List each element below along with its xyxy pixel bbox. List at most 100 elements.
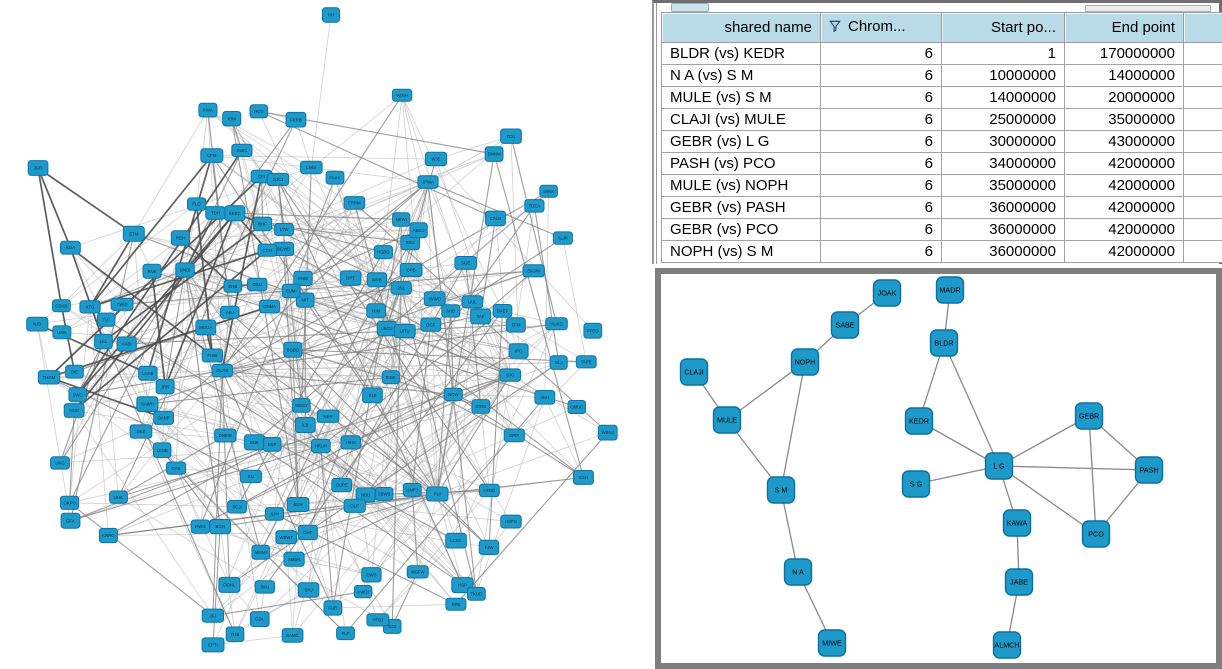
network-node[interactable]: OKPU [60,495,80,510]
subnetwork-canvas[interactable]: JOAK MADR SABE BLDR NOPH CLAJI MULE KEDR GEBR L G… [661,274,1214,661]
subnetwork-node-joak[interactable]: JOAK [872,279,902,307]
subnetwork-node-mule[interactable]: MULE [712,406,742,434]
filter-funnel-icon[interactable] [829,20,841,37]
subnetwork-node-gebr[interactable]: GEBR [1074,402,1104,430]
network-node[interactable]: CCH [257,243,277,257]
network-node[interactable]: WSFW [406,565,429,579]
network-node[interactable]: HTBJ [366,613,390,627]
network-node[interactable]: PPE [445,597,467,611]
network-node[interactable]: UITU [393,323,416,339]
network-node[interactable]: BUH [286,497,310,512]
network-node[interactable]: NKWI [392,212,411,227]
network-node[interactable]: WINH [391,88,413,102]
network-node[interactable]: UKG [50,456,70,470]
network-node[interactable]: ALJK [552,231,573,245]
subnetwork-node-madr[interactable]: MADR [935,276,965,304]
network-node[interactable]: ETM [122,225,145,242]
table-row[interactable]: N A (vs) S M610000000140000006.6 [661,64,1222,87]
network-node[interactable]: LEDB [153,442,172,458]
network-node[interactable]: BGH [209,519,231,535]
table-row[interactable]: GEBR (vs) PCO636000000420000008.4 [661,218,1222,241]
network-node[interactable]: DWS [361,567,382,583]
network-node[interactable]: PCJI [227,500,247,514]
network-node[interactable]: TDH [205,206,226,220]
network-node[interactable]: TDEA [524,199,545,213]
network-node[interactable]: DAEF [492,304,513,318]
subnetwork-node-almch[interactable]: ALMCH [992,631,1022,659]
network-node[interactable]: HIM [366,303,386,319]
subnetwork-node-noph[interactable]: NOPH [790,348,820,376]
column-header-startpo[interactable]: Start po... [941,12,1065,43]
network-node[interactable]: HSFO [500,514,522,529]
subnetwork-node-kawa[interactable]: KAWA [1002,509,1032,537]
network-node[interactable]: LKL [94,333,113,350]
network-node[interactable]: SHJ [297,582,320,598]
network-node[interactable]: OLF [343,498,366,513]
network-node[interactable]: TLF [96,312,116,327]
network-node[interactable]: BUK [243,434,266,451]
column-header-sharedname[interactable]: shared name [661,12,821,43]
network-node[interactable]: NJD [26,316,49,332]
network-node[interactable]: IOM [222,111,242,127]
network-node[interactable]: KJH [264,507,285,521]
network-node[interactable]: FJW [478,539,500,555]
network-node[interactable]: ICBK [381,370,400,385]
network-node[interactable]: LTW [274,222,294,236]
network-node[interactable]: TKUD [466,587,486,601]
network-node[interactable]: BAMC [281,628,304,643]
network-node[interactable]: JPWA [417,175,439,189]
table-row[interactable]: GEBR (vs) PASH636000000420000008.9 [661,196,1222,219]
network-node[interactable]: KWOI [353,585,373,599]
network-node[interactable]: WJE [424,151,448,167]
network-node[interactable]: UKN [52,325,72,340]
network-node[interactable]: FLF [336,626,355,641]
network-node[interactable]: DNNM [484,146,504,162]
table-row[interactable]: PASH (vs) PCO6340000004200000011.4 [661,152,1222,175]
network-node[interactable]: JFJ [201,608,224,623]
network-node[interactable]: IPC [508,343,529,359]
subnetwork-node-s-g[interactable]: S G [901,470,931,498]
network-node[interactable]: HRUH [311,438,331,454]
table-row[interactable]: CLAJI (vs) MULE625000000350000005.9 [661,108,1222,131]
network-node[interactable]: DHP [297,524,318,541]
subnetwork-node-claji[interactable]: CLAJI [679,358,709,386]
network-node[interactable]: EKEC [224,205,246,222]
network-node[interactable]: REH [170,230,191,246]
network-node[interactable]: SJG [499,368,522,382]
network-node[interactable]: IIH [321,7,341,23]
subnetwork-node-l-g[interactable]: L G [984,452,1014,480]
network-node[interactable]: OUPE [331,478,353,493]
network-node[interactable]: THGM [37,370,61,385]
network-node[interactable]: GDL [249,611,270,627]
network-node[interactable]: MUC [63,403,85,418]
subnetwork-node-pco[interactable]: PCO [1081,520,1111,548]
network-node[interactable]: FFM [506,317,526,333]
network-node[interactable]: TAF [470,308,492,325]
network-node[interactable]: LHAB [138,365,158,381]
network-node[interactable]: OONL [218,576,241,593]
network-node[interactable]: EHB [223,279,243,293]
network-node[interactable]: KNBI [293,270,313,286]
network-node[interactable]: CALB [484,210,506,227]
network-node[interactable]: RNK [142,263,162,279]
network-node[interactable]: CFI [250,169,273,184]
subnetwork-node-miwe[interactable]: MIWE [817,629,847,657]
network-node[interactable]: UHIL [109,490,128,504]
network-node[interactable]: SKU [254,580,275,594]
network-node[interactable]: WEWT [275,530,297,545]
network-node[interactable]: WPB [366,272,388,288]
network-node[interactable]: KUI [362,387,383,404]
network-node[interactable]: LCBC [445,532,467,549]
network-node[interactable]: GJCJ [266,172,290,186]
network-node[interactable]: HFBD [479,483,500,498]
network-node[interactable]: GFK [60,512,81,529]
network-node[interactable]: CFM [200,148,224,163]
network-node[interactable]: EPIP [503,428,525,443]
network-node[interactable]: KOA [60,240,81,255]
network-node[interactable]: AKH [534,390,556,405]
column-header-endpoint[interactable]: End point [1064,12,1184,43]
subnetwork-node-jabe[interactable]: JABE [1004,568,1034,596]
subnetwork-view[interactable]: JOAK MADR SABE BLDR NOPH CLAJI MULE KEDR GEBR L G… [655,268,1222,669]
network-node[interactable]: IORS [471,399,491,414]
network-node[interactable]: FRRM [343,196,366,210]
